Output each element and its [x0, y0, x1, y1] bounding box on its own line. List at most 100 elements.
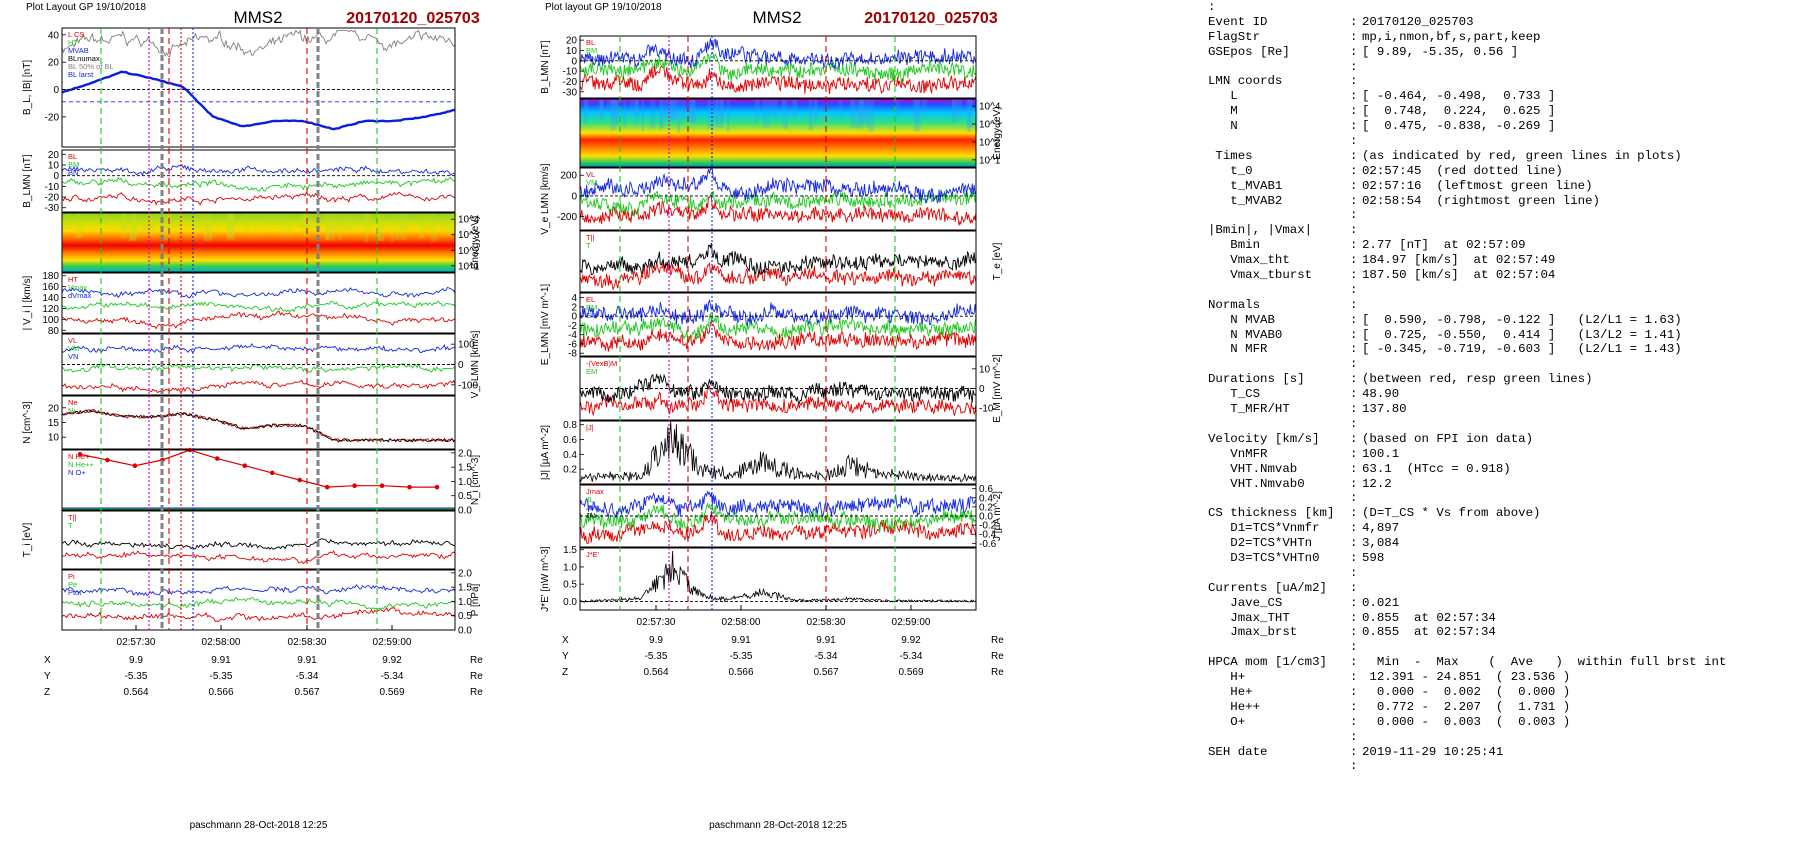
legend-entry: BLnumax — [68, 54, 100, 63]
info-colon: : — [1350, 193, 1358, 208]
info-key: O+ — [1208, 714, 1246, 729]
position-row-label: Y — [44, 671, 51, 682]
y-axis-label: J [µA m^-2] — [992, 491, 1003, 541]
legend-entry: L CS — [68, 30, 84, 39]
y-tick-label: 0.4 — [563, 450, 577, 461]
trace-3 — [579, 490, 977, 519]
trace-1 — [579, 64, 977, 95]
panel-7: |J| 0.2 0.4 0.6 0.8 |J| [µA m^-2] — [540, 420, 977, 485]
spectrogram-streak — [660, 99, 665, 129]
info-key: N — [1208, 119, 1238, 134]
spectrogram-streak — [727, 99, 730, 132]
spectrogram-streak — [343, 213, 350, 231]
spectrogram-streak — [715, 99, 718, 123]
info-value: 100.1 — [1362, 446, 1400, 461]
position-value: -5.35 — [125, 671, 148, 682]
trace-2 — [61, 300, 456, 313]
info-line: L: [ -0.464, -0.498, 0.733 ] — [1208, 89, 1804, 104]
legend-entry: |J| — [586, 423, 594, 432]
spectrogram-streak — [610, 99, 617, 131]
position-unit: Re — [991, 651, 1004, 662]
spectrogram-streak — [606, 99, 613, 114]
info-line: N MVAB0: [ 0.725, -0.550, 0.414 ] (L3/L2 … — [1208, 328, 1804, 343]
info-key: Vmax_tht — [1208, 253, 1290, 268]
data-point — [132, 463, 138, 469]
y-tick-label: 1.5 — [458, 463, 472, 474]
info-key: FlagStr — [1208, 29, 1261, 44]
info-line: Currents [uA/m2]: — [1208, 581, 1804, 596]
panel-9: J*E' 0.0 0.5 1.0 1.5 J*E' [nW m^-3] — [540, 545, 977, 612]
info-colon: : — [1350, 610, 1358, 625]
spectrogram-streak — [309, 213, 313, 233]
info-line: : — [1208, 357, 1804, 372]
panel-frame — [579, 167, 977, 231]
position-value: -5.34 — [815, 651, 838, 662]
y-tick-label: 40 — [48, 30, 60, 41]
position-value: 0.567 — [294, 687, 319, 698]
position-value: 9.91 — [297, 655, 317, 666]
info-key: t_MVAB2 — [1208, 193, 1283, 208]
info-value: [ -0.345, -0.719, -0.603 ] (L2/L1 = 1.43… — [1362, 342, 1682, 357]
data-point — [434, 484, 440, 490]
trace-ni — [61, 409, 456, 443]
position-value: -5.34 — [296, 671, 319, 682]
data-point — [324, 484, 330, 490]
info-value: 184.97 [km/s] at 02:57:49 — [1362, 253, 1556, 268]
info-line: Jave_CS:0.021 — [1208, 596, 1804, 611]
info-value: (D=T_CS * Vs from above) — [1362, 506, 1541, 521]
figure-2: Plot layout GP 19/10/2018 MMS2 20170120_02… — [540, 2, 1004, 831]
info-value: (between red, resp green lines) — [1362, 372, 1593, 387]
y-tick-label: 160 — [42, 282, 59, 293]
trace-1 — [579, 384, 977, 417]
position-row-label: Z — [562, 667, 568, 678]
spectrogram-streak — [332, 213, 338, 232]
spectrogram-streak — [689, 99, 697, 123]
info-line: Durations [s]: (between red, resp green l… — [1208, 372, 1804, 387]
event-info-panel: : Event ID:20170120_025703 FlagStr: mp,i,nm… — [1208, 0, 1804, 841]
data-point — [352, 483, 357, 489]
spectrogram-streak — [838, 99, 843, 118]
y-tick-label: 0.5 — [458, 491, 472, 502]
info-key: GSEpos [Re] — [1208, 44, 1290, 59]
spectrogram-streak — [377, 213, 381, 241]
spectrogram-streak — [951, 99, 957, 123]
info-colon: : — [1350, 297, 1358, 312]
spectrogram-streak — [808, 99, 813, 130]
y-axis-label: J*E' [nW m^-3] — [540, 546, 551, 612]
info-line: : — [1208, 134, 1804, 149]
info-key: VHT.Nmvab — [1208, 461, 1298, 476]
info-value: 12.391 - 24.851 ( 23.536 ) — [1362, 670, 1571, 685]
legend-entry: JL — [586, 495, 594, 504]
spectrogram-streak — [782, 99, 788, 129]
info-line: : — [1208, 283, 1804, 298]
position-value: 9.92 — [901, 635, 921, 646]
info-value: mp,i,nmon,bf,s,part,keep — [1362, 29, 1541, 44]
spectrogram-streak — [762, 99, 770, 128]
spectrogram-streak — [243, 213, 250, 233]
y-tick-label: 0.2 — [563, 465, 577, 476]
info-colon: : — [1350, 29, 1358, 44]
info-colon: : — [1350, 640, 1358, 655]
position-unit: Re — [470, 687, 483, 698]
position-row-label: Z — [44, 687, 50, 698]
figure-title: MMS2 — [752, 8, 801, 27]
info-key: M — [1208, 104, 1238, 119]
info-value: [ 0.748, 0.224, 0.625 ] — [1362, 104, 1556, 119]
info-key: CS thickness [km] — [1208, 506, 1335, 521]
spectrogram-streak — [325, 213, 332, 241]
trace-2 — [61, 363, 456, 373]
info-line: : — [1208, 730, 1804, 745]
info-colon: : — [1350, 759, 1358, 774]
position-value: 9.91 — [731, 635, 751, 646]
info-line: : — [1208, 417, 1804, 432]
spectrogram-streak — [966, 99, 974, 128]
info-line: |Bmin|, |Vmax|: — [1208, 223, 1804, 238]
figure-event-id: 20170120_025703 — [346, 10, 480, 27]
spectrogram-streak — [301, 213, 307, 228]
info-colon: : — [1350, 327, 1358, 342]
spectrogram-streak — [418, 213, 425, 239]
info-key: D2=TCS*VHTn — [1208, 536, 1313, 551]
panel-frame — [61, 569, 456, 631]
